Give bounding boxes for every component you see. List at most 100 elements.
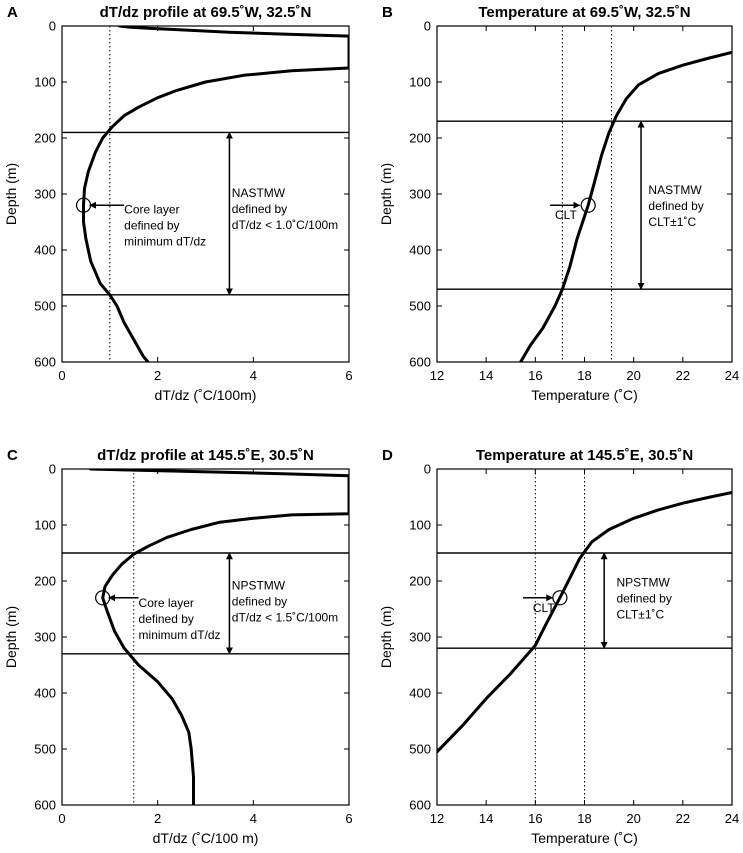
y-axis-label: Depth (m): [378, 606, 394, 668]
y-tick-label: 300: [34, 630, 56, 645]
annotation: Core layer defined by minimum dT/dz: [139, 596, 221, 642]
chart-title: Temperature at 145.5˚E, 30.5˚N: [476, 447, 693, 464]
x-tick-label: 4: [250, 368, 257, 383]
chart-title: Temperature at 69.5˚W, 32.5˚N: [478, 4, 690, 21]
annotation-line: dT/dz < 1.0˚C/100m: [232, 218, 338, 232]
y-tick-label: 0: [424, 462, 431, 477]
y-tick-label: 500: [409, 299, 431, 314]
annotation-line: minimum dT/dz: [139, 628, 221, 642]
x-tick-label: 2: [154, 811, 161, 826]
y-tick-label: 300: [34, 187, 56, 202]
annotation-line: NPSTMW: [232, 578, 286, 592]
x-tick-label: 6: [345, 368, 352, 383]
annotation: NASTMW defined by dT/dz < 1.0˚C/100m: [232, 186, 338, 232]
chart-title: dT/dz profile at 145.5˚E, 30.5˚N: [97, 447, 314, 464]
x-tick-label: 4: [250, 811, 257, 826]
x-tick-label: 18: [577, 811, 591, 826]
annotation: CLT: [555, 208, 577, 222]
annotation-line: CLT±1˚C: [616, 608, 664, 622]
x-tick-label: 12: [430, 811, 444, 826]
x-axis-label: Temperature (˚C): [531, 830, 638, 846]
x-tick-label: 16: [528, 811, 542, 826]
y-tick-label: 300: [409, 630, 431, 645]
y-tick-label: 200: [34, 574, 56, 589]
annotation-line: defined by: [616, 592, 671, 606]
x-tick-label: 18: [577, 368, 591, 383]
y-tick-label: 200: [409, 131, 431, 146]
y-tick-label: 0: [49, 462, 56, 477]
x-tick-label: 14: [479, 811, 493, 826]
annotation: CLT: [533, 601, 555, 615]
annotation: Core layer defined by minimum dT/dz: [124, 203, 206, 249]
axes-box: [61, 25, 350, 363]
panel-letter: D: [382, 447, 393, 464]
x-tick-label: 2: [154, 368, 161, 383]
y-tick-label: 400: [34, 686, 56, 701]
annotation-line: CLT±1˚C: [648, 215, 696, 229]
x-tick-label: 12: [430, 368, 444, 383]
y-tick-label: 400: [409, 243, 431, 258]
x-tick-label: 14: [479, 368, 493, 383]
panel-b: B Temperature at 69.5˚W, 32.5˚N 12 14 16 18 20…: [378, 4, 739, 403]
annotation-line: minimum dT/dz: [124, 235, 206, 249]
y-axis-label: Depth (m): [378, 163, 394, 225]
x-tick-label: 20: [626, 368, 640, 383]
y-tick-label: 100: [409, 75, 431, 90]
y-tick-label: 100: [409, 518, 431, 533]
y-tick-label: 0: [424, 19, 431, 34]
annotation-line: Core layer: [124, 203, 179, 217]
annotation-line: defined by: [232, 594, 287, 608]
y-tick-label: 100: [34, 518, 56, 533]
y-tick-label: 200: [34, 131, 56, 146]
y-tick-label: 500: [34, 299, 56, 314]
y-axis-label: Depth (m): [3, 163, 19, 225]
x-tick-label: 0: [58, 368, 65, 383]
series-line: [82, 26, 349, 362]
annotation-line: dT/dz < 1.5˚C/100m: [232, 610, 338, 624]
series-line: [89, 469, 349, 805]
series-line: [519, 50, 732, 362]
annotation-line: defined by: [648, 199, 703, 213]
panel-d: D Temperature at 145.5˚E, 30.5˚N 12 14 16 18 2…: [378, 447, 739, 846]
y-tick-label: 100: [34, 75, 56, 90]
core-layer-marker: [580, 197, 596, 213]
panel-letter: C: [7, 447, 18, 464]
y-tick-label: 600: [409, 355, 431, 370]
y-tick-label: 0: [49, 19, 56, 34]
x-tick-label: 16: [528, 368, 542, 383]
y-tick-label: 600: [34, 798, 56, 813]
annotation: NASTMW defined by CLT±1˚C: [648, 183, 703, 229]
y-axis-label: Depth (m): [3, 606, 19, 668]
annotation-line: Core layer: [139, 596, 194, 610]
y-tick-label: 500: [34, 742, 56, 757]
x-axis-label: dT/dz (˚C/100 m): [153, 830, 259, 846]
y-tick-label: 400: [409, 686, 431, 701]
annotation-line: defined by: [139, 612, 194, 626]
x-tick-label: 6: [345, 811, 352, 826]
y-tick-label: 600: [34, 355, 56, 370]
x-tick-label: 24: [725, 368, 739, 383]
annotation-line: defined by: [232, 202, 287, 216]
annotation: NPSTMW defined by CLT±1˚C: [616, 576, 671, 622]
annotation-line: NASTMW: [232, 186, 286, 200]
annotation-line: defined by: [124, 219, 179, 233]
annotation-line: CLT: [533, 601, 555, 615]
x-tick-label: 20: [626, 811, 640, 826]
annotation-line: NPSTMW: [616, 576, 670, 590]
y-tick-label: 400: [34, 243, 56, 258]
series-line: [437, 491, 732, 754]
chart-title: dT/dz profile at 69.5˚W, 32.5˚N: [100, 4, 312, 21]
x-tick-label: 22: [676, 368, 690, 383]
x-tick-label: 24: [725, 811, 739, 826]
x-tick-label: 0: [58, 811, 65, 826]
annotation-line: CLT: [555, 208, 577, 222]
x-axis-label: Temperature (˚C): [531, 387, 638, 403]
panel-letter: B: [382, 4, 393, 21]
annotation: NPSTMW defined by dT/dz < 1.5˚C/100m: [232, 578, 338, 624]
x-tick-label: 22: [676, 811, 690, 826]
x-axis-label: dT/dz (˚C/100m): [155, 387, 257, 403]
y-tick-label: 200: [409, 574, 431, 589]
